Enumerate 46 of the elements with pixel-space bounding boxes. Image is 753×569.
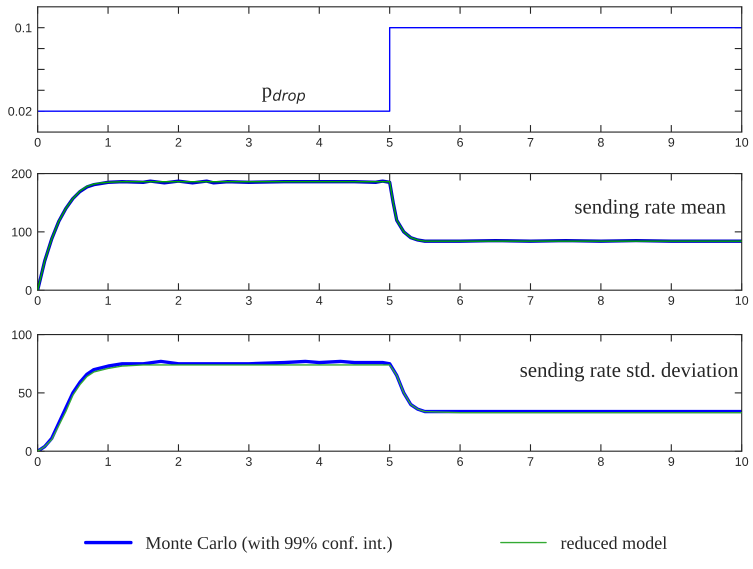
x-tick-label: 2	[176, 296, 182, 305]
annotation: sending rate std. deviation	[520, 362, 738, 382]
x-tick-label: 4	[316, 296, 322, 305]
x-tick-label: 7	[528, 296, 534, 305]
x-tick-label: 1	[106, 457, 111, 466]
x-tick-label: 9	[668, 457, 674, 466]
x-tick-label: 3	[246, 296, 252, 305]
x-tick-label: 8	[598, 138, 604, 147]
x-tick-label: 5	[386, 138, 393, 147]
y-tick-label: 0	[26, 447, 32, 456]
y-tick-label: 50	[18, 388, 32, 398]
x-tick-label: 2	[176, 457, 182, 466]
x-tick-label: 4	[316, 457, 322, 466]
x-tick-label: 9	[668, 296, 674, 305]
x-tick-label: 4	[316, 138, 322, 147]
x-tick-label: 10	[736, 296, 748, 305]
annotation: p$_{drop}$	[262, 87, 306, 104]
x-tick-label: 0	[34, 138, 41, 147]
y-tick-label: 100	[12, 330, 32, 340]
x-tick-label: 7	[528, 138, 534, 147]
x-tick-label: 7	[528, 457, 534, 466]
x-tick-label: 5	[386, 457, 393, 466]
y-tick-label: 0.1	[15, 23, 32, 32]
x-tick-label: 8	[598, 457, 604, 466]
x-tick-label: 5	[386, 296, 393, 305]
x-tick-label: 9	[668, 138, 674, 147]
x-tick-label: 0	[34, 296, 41, 305]
y-tick-label: 0	[26, 286, 32, 295]
legend-label: reduced model	[560, 536, 667, 550]
legend-label: Monte Carlo (with 99% conf. int.)	[146, 536, 392, 553]
x-tick-label: 6	[457, 457, 464, 466]
y-tick-label: 0.02	[8, 106, 32, 116]
x-tick-label: 2	[176, 138, 182, 147]
x-tick-label: 3	[246, 138, 252, 147]
x-tick-label: 10	[736, 457, 748, 466]
x-tick-label: 1	[106, 296, 111, 305]
x-tick-label: 1	[106, 138, 111, 147]
x-tick-label: 6	[457, 138, 464, 147]
annotation: sending rate mean	[575, 199, 726, 218]
x-tick-label: 10	[736, 138, 748, 147]
x-tick-label: 0	[34, 457, 41, 466]
y-tick-label: 200	[12, 169, 32, 178]
x-tick-label: 8	[598, 296, 604, 305]
y-tick-label: 100	[12, 228, 32, 237]
x-tick-label: 6	[457, 296, 464, 305]
x-tick-label: 3	[246, 457, 252, 466]
